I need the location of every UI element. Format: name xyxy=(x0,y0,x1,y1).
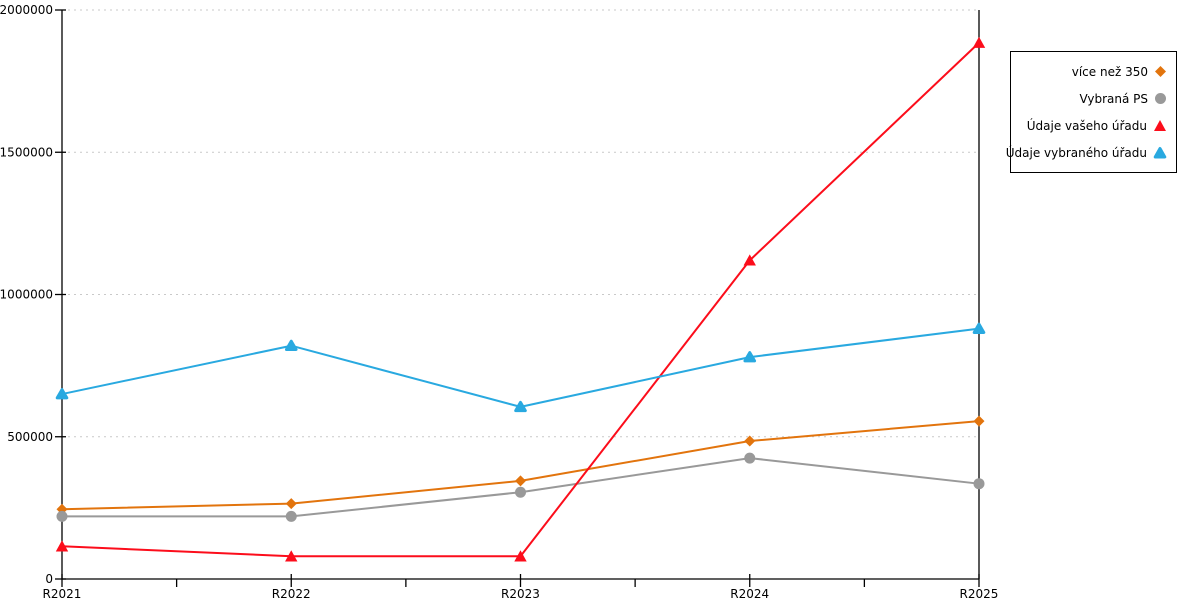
svg-text:0: 0 xyxy=(45,572,53,586)
triangle-marker-icon xyxy=(1154,120,1166,131)
legend-label: Údaje vybraného úřadu xyxy=(1005,145,1147,160)
svg-text:R2025: R2025 xyxy=(960,587,999,600)
legend-item: Údaje vybraného úřadu xyxy=(1006,146,1167,160)
svg-text:500000: 500000 xyxy=(7,430,53,444)
svg-text:R2021: R2021 xyxy=(43,587,82,600)
circle-marker-icon xyxy=(1155,93,1166,104)
svg-text:R2024: R2024 xyxy=(730,587,769,600)
svg-text:1000000: 1000000 xyxy=(0,288,53,302)
legend-label: více než 350 xyxy=(1071,64,1148,79)
diamond-marker-icon xyxy=(1155,66,1166,77)
legend-label: Údaje vašeho úřadu xyxy=(1026,118,1147,133)
svg-text:R2022: R2022 xyxy=(272,587,311,600)
svg-text:R2023: R2023 xyxy=(501,587,540,600)
svg-text:2000000: 2000000 xyxy=(0,3,53,17)
legend-label: Vybraná PS xyxy=(1079,91,1148,106)
legend-item: Vybraná PS xyxy=(1020,92,1167,106)
legend-item: více než 350 xyxy=(1020,65,1167,79)
svg-text:1500000: 1500000 xyxy=(0,145,53,159)
legend-item: Údaje vašeho úřadu xyxy=(1020,119,1167,133)
legend: více než 350 Vybraná PS Údaje vašeho úřa… xyxy=(1006,51,1177,173)
rounded-triangle-marker-icon xyxy=(1153,147,1167,159)
